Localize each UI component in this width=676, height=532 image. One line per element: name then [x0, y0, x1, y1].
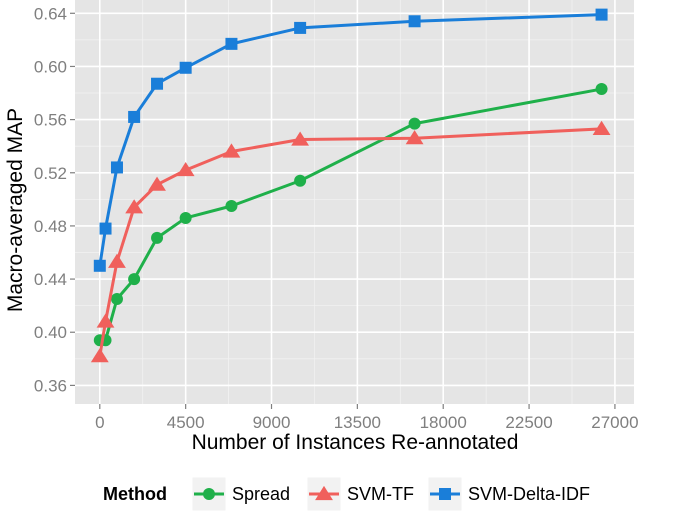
data-point-svm-delta-idf	[294, 21, 307, 34]
series-line-svm-delta-idf	[98, 13, 602, 267]
legend-key-marker	[439, 488, 451, 500]
data-point-spread	[110, 293, 123, 306]
data-point-svm-tf	[125, 199, 144, 214]
data-point-spread	[294, 174, 307, 187]
major-gridlines	[75, 0, 634, 404]
legend-item-spread: Spread	[191, 476, 290, 512]
x-tick-label: 13500	[334, 413, 381, 432]
y-tick-label: 0.64	[34, 4, 67, 23]
y-axis-title: Macro-averaged MAP	[4, 108, 27, 312]
y-tick-label: 0.36	[34, 376, 67, 395]
data-point-spread	[179, 211, 192, 224]
series-line-svm-tf	[98, 127, 602, 357]
y-tick-label: 0.52	[34, 164, 67, 183]
data-point-svm-tf	[222, 143, 241, 158]
data-point-svm-tf	[108, 253, 126, 268]
x-tick-label: 22500	[505, 413, 552, 432]
legend-label-spread: Spread	[232, 484, 290, 504]
x-tick-label: 18000	[420, 413, 467, 432]
series-line-spread	[99, 87, 602, 342]
data-point-spread	[151, 231, 164, 244]
y-tick-label: 0.60	[34, 57, 67, 76]
data-point-svm-tf	[291, 131, 310, 146]
data-point-svm-delta-idf	[408, 15, 421, 28]
data-point-spread	[225, 199, 238, 212]
legend-key-marker	[203, 488, 215, 500]
legend-item-svm-tf: SVM-TF	[306, 476, 414, 512]
data-point-svm-delta-idf	[225, 37, 238, 50]
data-point-svm-delta-idf	[595, 8, 608, 21]
x-tick-label: 9000	[253, 413, 291, 432]
legend-key-marker	[315, 485, 333, 501]
data-point-svm-tf	[90, 348, 109, 363]
legend-title: Method	[103, 484, 167, 504]
data-point-svm-tf	[176, 162, 195, 177]
legend-items: Spread SVM-TF SVM-Delta-IDF	[191, 476, 590, 512]
legend-label-svm-tf: SVM-TF	[347, 484, 414, 504]
data-point-svm-delta-idf	[128, 110, 141, 123]
y-tick-label: 0.48	[34, 217, 67, 236]
data-point-spread	[595, 83, 608, 96]
data-point-svm-delta-idf	[151, 77, 164, 90]
x-tick-label: 27000	[591, 413, 638, 432]
y-tick-label: 0.44	[34, 270, 67, 289]
data-point-svm-tf	[592, 120, 611, 135]
legend-label-svm-delta-idf: SVM-Delta-IDF	[468, 484, 590, 504]
x-axis-ticks: 0 4500 9000 13500 18000 22500 27000	[95, 404, 639, 432]
x-tick-label: 0	[95, 413, 104, 432]
x-tick-label: 4500	[167, 413, 205, 432]
legend: Method Spread SVM-TF SVM-Delta-IDF	[103, 476, 590, 512]
plot-panel	[75, 0, 634, 404]
y-axis-ticks: 0.36 0.40 0.44 0.48 0.52 0.56 0.60 0.64	[34, 4, 75, 395]
data-point-spread	[408, 117, 421, 130]
data-point-svm-tf	[96, 313, 115, 328]
y-tick-label: 0.40	[34, 323, 67, 342]
series-layer	[90, 8, 611, 363]
data-point-svm-delta-idf	[110, 161, 123, 174]
legend-item-svm-delta-idf: SVM-Delta-IDF	[427, 476, 590, 512]
data-point-svm-tf	[405, 130, 424, 145]
series-svm-delta-idf	[93, 8, 608, 272]
x-axis-title: Number of Instances Re-annotated	[192, 431, 519, 454]
data-point-svm-delta-idf	[179, 61, 192, 74]
data-point-svm-tf	[148, 176, 166, 191]
data-point-spread	[128, 273, 141, 286]
data-point-svm-delta-idf	[93, 259, 106, 272]
data-point-svm-delta-idf	[99, 222, 112, 235]
y-tick-label: 0.56	[34, 111, 67, 130]
series-svm-tf	[90, 120, 611, 363]
